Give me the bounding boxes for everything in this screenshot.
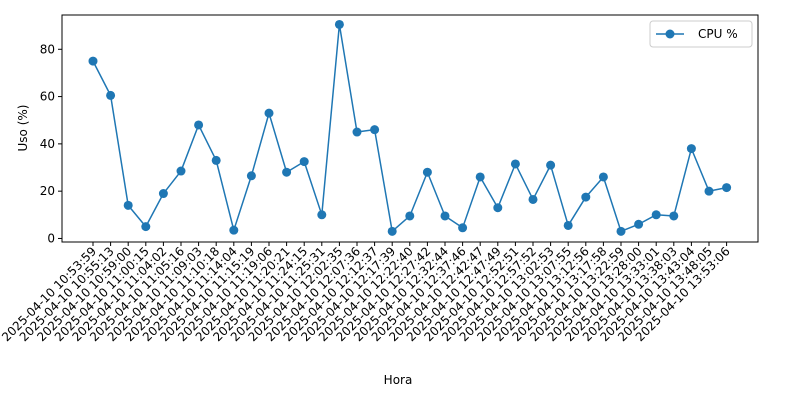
y-axis-label: Uso (%) <box>16 105 30 152</box>
legend-marker <box>665 29 675 39</box>
plot-area: 0 20 40 60 80 2025-04-10 10:53:592025-04-10 … <box>0 14 759 344</box>
data-point <box>475 172 485 182</box>
data-point <box>370 125 380 135</box>
data-point <box>282 167 292 177</box>
data-point <box>352 127 362 137</box>
data-point <box>387 226 397 236</box>
legend: CPU % <box>649 20 753 48</box>
data-point <box>264 108 274 118</box>
data-point <box>334 19 344 29</box>
data-point <box>598 172 608 182</box>
data-point <box>194 120 204 130</box>
data-point <box>141 222 151 232</box>
plot-frame <box>61 14 759 243</box>
y-tick-label: 0 <box>47 231 55 245</box>
data-point <box>669 211 679 221</box>
data-point <box>106 90 116 100</box>
data-point <box>246 171 256 181</box>
legend-box <box>649 20 753 48</box>
data-point <box>581 192 591 202</box>
y-tick-label: 60 <box>40 90 55 104</box>
data-point <box>686 144 696 154</box>
legend-label: CPU % <box>698 27 738 41</box>
x-axis-label: Hora <box>384 373 413 387</box>
data-point <box>299 157 309 167</box>
data-point <box>722 183 732 193</box>
y-axis: 0 20 40 60 80 <box>40 42 62 245</box>
y-tick-label: 80 <box>40 42 55 56</box>
data-point <box>405 211 415 221</box>
y-tick-label: 40 <box>40 137 55 151</box>
y-tick-label: 20 <box>40 184 55 198</box>
data-point <box>528 194 538 204</box>
data-point <box>704 186 714 196</box>
data-point <box>616 226 626 236</box>
data-point <box>176 166 186 176</box>
data-point <box>546 160 556 170</box>
data-point <box>229 225 239 235</box>
data-point <box>88 56 98 66</box>
data-point <box>211 155 221 165</box>
data-point <box>493 203 503 213</box>
data-point <box>422 167 432 177</box>
data-point <box>634 219 644 229</box>
data-point <box>123 200 133 210</box>
data-point <box>440 211 450 221</box>
data-point <box>651 210 661 220</box>
data-point <box>563 220 573 230</box>
data-point <box>158 189 168 199</box>
data-point <box>510 159 520 169</box>
data-point <box>458 223 468 233</box>
series-line <box>92 23 727 233</box>
data-point <box>317 210 327 220</box>
series-layer <box>88 19 732 236</box>
